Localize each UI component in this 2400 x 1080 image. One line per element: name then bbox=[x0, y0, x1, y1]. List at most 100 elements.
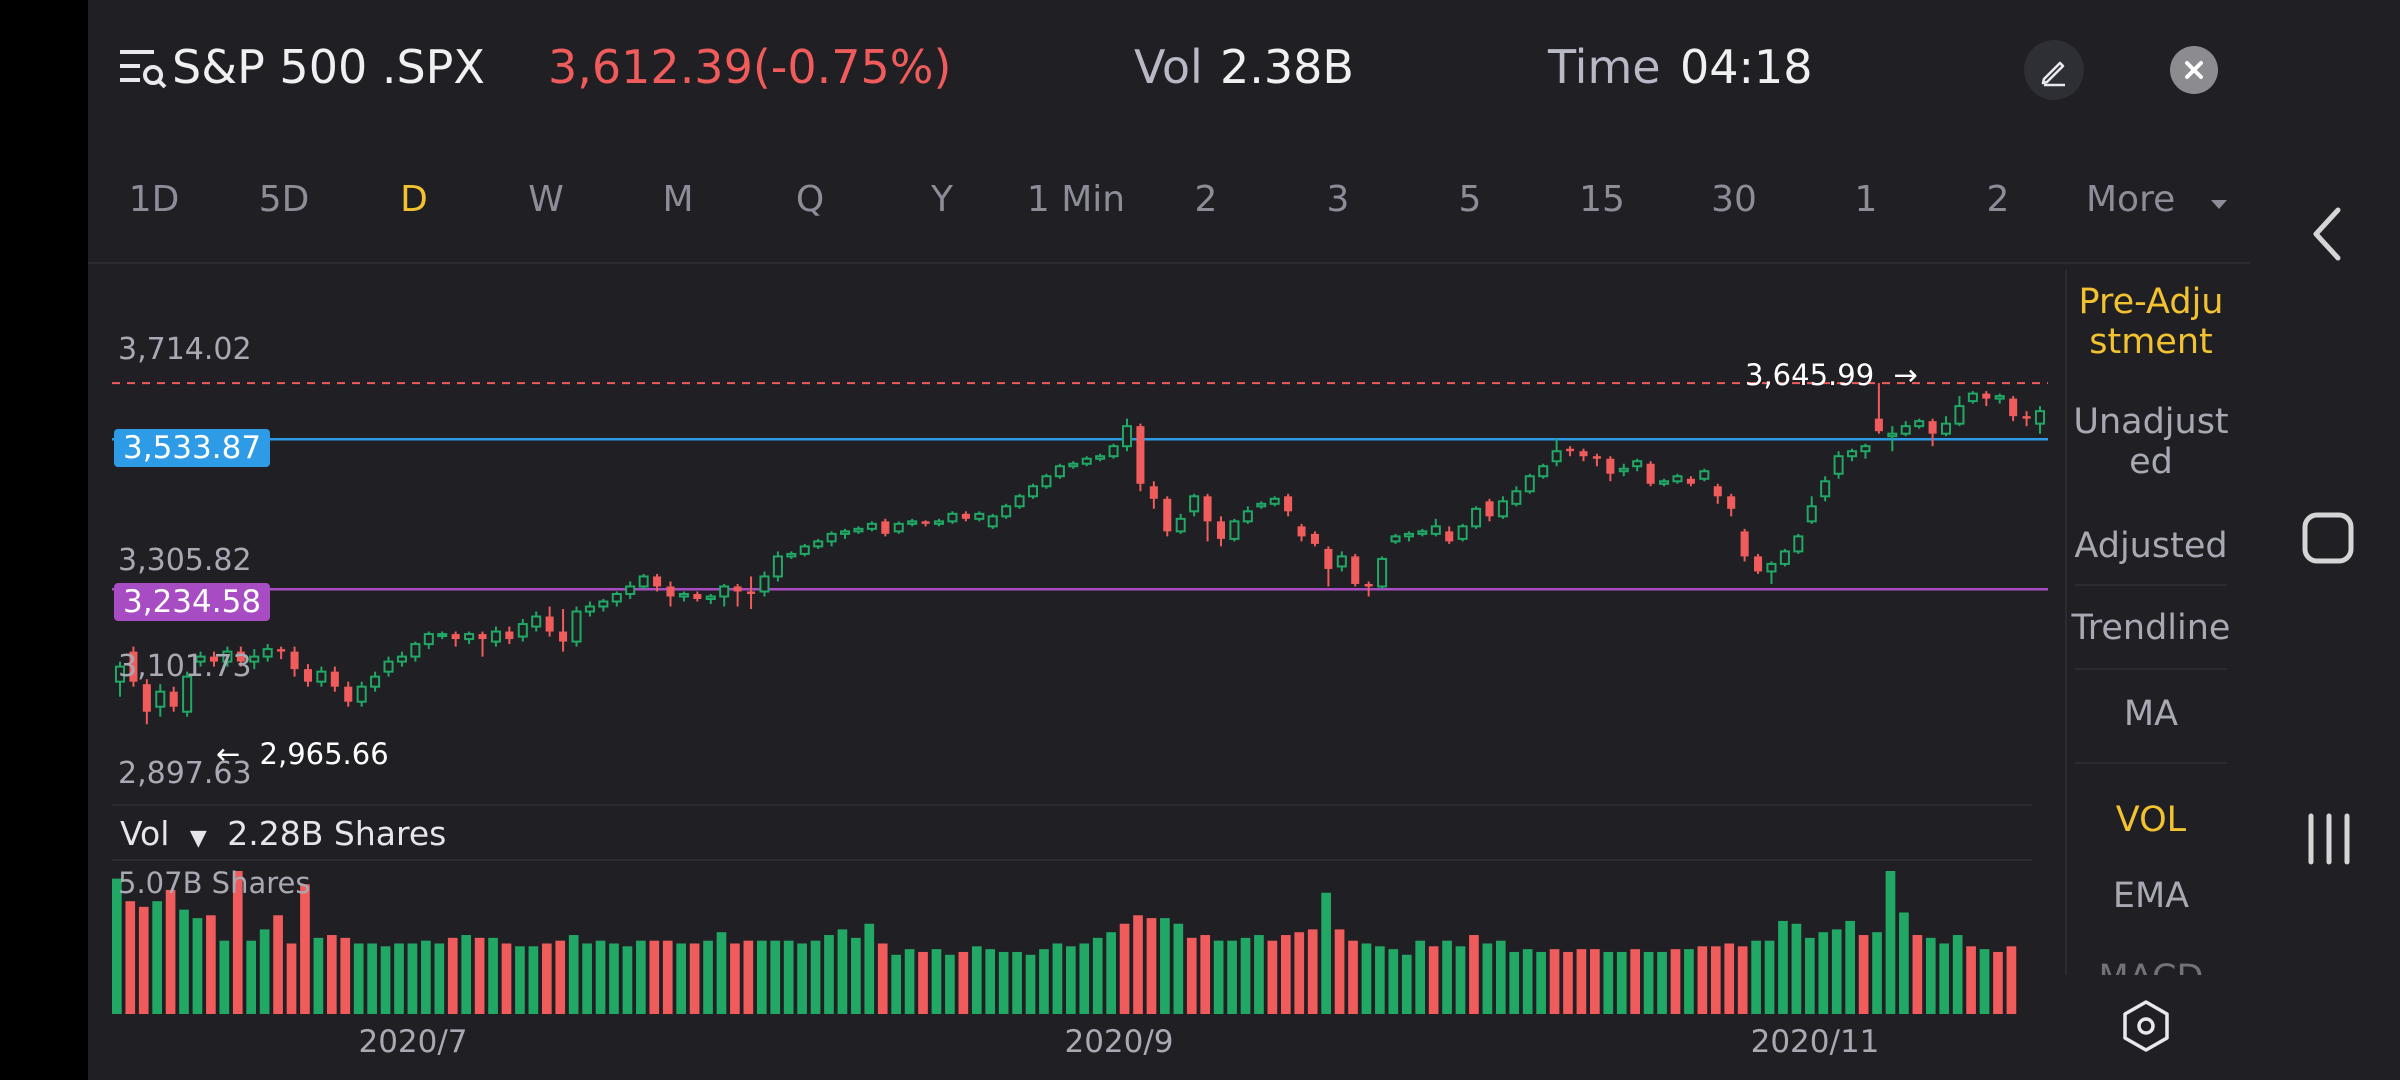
candle-body bbox=[1041, 475, 1052, 488]
macd-option[interactable]: MACD bbox=[2067, 958, 2235, 975]
candle-body bbox=[611, 592, 622, 603]
volume-bar bbox=[1280, 935, 1291, 1014]
candle-body bbox=[813, 540, 824, 548]
purple-price-tag[interactable]: 3,234.58 bbox=[114, 583, 271, 621]
candle-body bbox=[2034, 410, 2046, 425]
candle-body bbox=[505, 631, 514, 640]
tab-15-min[interactable]: 15 bbox=[1579, 179, 1625, 220]
volume-bar bbox=[1025, 954, 1036, 1014]
candle-body bbox=[2022, 416, 2031, 419]
tab-5-min[interactable]: 5 bbox=[1458, 179, 1482, 220]
volume-bar bbox=[1912, 935, 1923, 1014]
price-volume-chart[interactable] bbox=[88, 264, 2056, 1044]
candle-body bbox=[277, 649, 286, 652]
candle-body bbox=[693, 593, 702, 600]
volume-indicator-header[interactable]: Vol ▼ 2.28B Shares bbox=[120, 814, 446, 853]
volume-bar bbox=[649, 940, 660, 1014]
ema-option[interactable]: EMA bbox=[2112, 876, 2190, 916]
tab-2-min[interactable]: 2 bbox=[1194, 179, 1218, 220]
candle-body bbox=[383, 660, 394, 673]
tab-q[interactable]: Q bbox=[795, 179, 825, 220]
volume-bar bbox=[1455, 946, 1466, 1014]
candle-body bbox=[316, 670, 327, 683]
candle-body bbox=[1806, 505, 1817, 523]
candle-body bbox=[262, 648, 273, 658]
candle-body bbox=[705, 595, 716, 601]
volume-bar bbox=[971, 946, 982, 1014]
back-chevron-icon[interactable] bbox=[2310, 206, 2344, 262]
volume-bar bbox=[1240, 937, 1251, 1014]
tab-d[interactable]: D bbox=[400, 179, 428, 220]
candle-body bbox=[1001, 505, 1012, 518]
candle-body bbox=[129, 651, 138, 682]
volume-bar bbox=[1952, 935, 1963, 1014]
volume-bar bbox=[1227, 940, 1237, 1014]
high-annotation: 3,645.99 → bbox=[1745, 358, 1918, 392]
volume-bar bbox=[716, 932, 727, 1014]
volume-bar bbox=[206, 915, 216, 1014]
index-title: S&P 500 .SPX bbox=[172, 40, 485, 94]
candle-body bbox=[598, 600, 609, 608]
volume-bar bbox=[1966, 946, 1976, 1014]
trendline-option[interactable]: Trendline bbox=[2071, 608, 2231, 648]
tab-2-hour[interactable]: 2 bbox=[1986, 179, 2010, 220]
volume-value: 2.38B bbox=[1220, 40, 1354, 94]
volume-bar bbox=[1872, 932, 1882, 1014]
candle-body bbox=[1672, 475, 1683, 483]
candle-body bbox=[625, 585, 636, 595]
ma-option[interactable]: MA bbox=[2123, 694, 2179, 734]
volume-bar bbox=[1509, 951, 1520, 1014]
candle-body bbox=[638, 575, 649, 588]
unadjusted-option[interactable]: Unadjust ed bbox=[2067, 402, 2235, 482]
volume-bar bbox=[756, 940, 767, 1014]
edit-button[interactable] bbox=[2024, 40, 2084, 100]
panel-divider bbox=[2075, 668, 2227, 670]
volume-bar bbox=[219, 940, 230, 1014]
candle-body bbox=[1659, 480, 1670, 485]
volume-bar bbox=[837, 929, 848, 1014]
candle-body bbox=[1081, 457, 1092, 465]
tab-w[interactable]: W bbox=[528, 179, 564, 220]
tab-5d[interactable]: 5D bbox=[258, 179, 310, 220]
candle-body bbox=[1551, 450, 1562, 463]
tab-3-min[interactable]: 3 bbox=[1326, 179, 1350, 220]
volume-bar bbox=[286, 943, 297, 1014]
volume-bar bbox=[1415, 940, 1426, 1014]
tab-30-min[interactable]: 30 bbox=[1711, 179, 1757, 220]
candle-body bbox=[1754, 556, 1763, 572]
pre-adjustment-option[interactable]: Pre-Adju stment bbox=[2067, 282, 2235, 362]
volume-bar bbox=[421, 940, 431, 1014]
y-tick-label: 3,714.02 bbox=[118, 332, 252, 367]
chart-settings-button[interactable] bbox=[2116, 996, 2176, 1056]
tab-m[interactable]: M bbox=[662, 179, 694, 220]
tab-1-hour[interactable]: 1 bbox=[1854, 179, 1878, 220]
home-square-icon[interactable] bbox=[2302, 512, 2354, 564]
candle-body bbox=[1940, 422, 1952, 435]
volume-bar bbox=[609, 943, 619, 1014]
header-bar: S&P 500 .SPX 3,612.39(-0.75%) Vol 2.38B … bbox=[88, 0, 2250, 140]
menu-search-icon[interactable] bbox=[120, 46, 168, 92]
volume-bar bbox=[501, 943, 512, 1014]
tab-y[interactable]: Y bbox=[931, 179, 953, 220]
tab-more[interactable]: More bbox=[2086, 179, 2229, 220]
volume-bar bbox=[1643, 951, 1654, 1014]
candle-body bbox=[678, 592, 689, 598]
pencil-icon bbox=[2041, 61, 2065, 87]
vol-option[interactable]: VOL bbox=[2115, 800, 2187, 840]
volume-bar bbox=[851, 937, 861, 1014]
indicator-side-panel: Pre-Adju stment Unadjust ed Adjusted Tre… bbox=[2065, 270, 2235, 975]
volume-bar bbox=[1052, 943, 1063, 1014]
close-button[interactable] bbox=[2170, 46, 2218, 94]
candle-body bbox=[1887, 432, 1898, 438]
blue-price-tag[interactable]: 3,533.87 bbox=[114, 429, 271, 467]
tab-1d[interactable]: 1D bbox=[128, 179, 180, 220]
candle-body bbox=[1189, 495, 1200, 513]
candle-body bbox=[1511, 490, 1522, 505]
volume-bar bbox=[1925, 937, 1936, 1014]
volume-bar bbox=[1173, 923, 1184, 1014]
recent-apps-icon[interactable] bbox=[2304, 812, 2354, 866]
tab-1-min[interactable]: 1 Min bbox=[1026, 179, 1126, 220]
volume-bar bbox=[797, 943, 807, 1014]
volume-bar bbox=[1885, 871, 1896, 1014]
adjusted-option[interactable]: Adjusted bbox=[2074, 526, 2228, 566]
